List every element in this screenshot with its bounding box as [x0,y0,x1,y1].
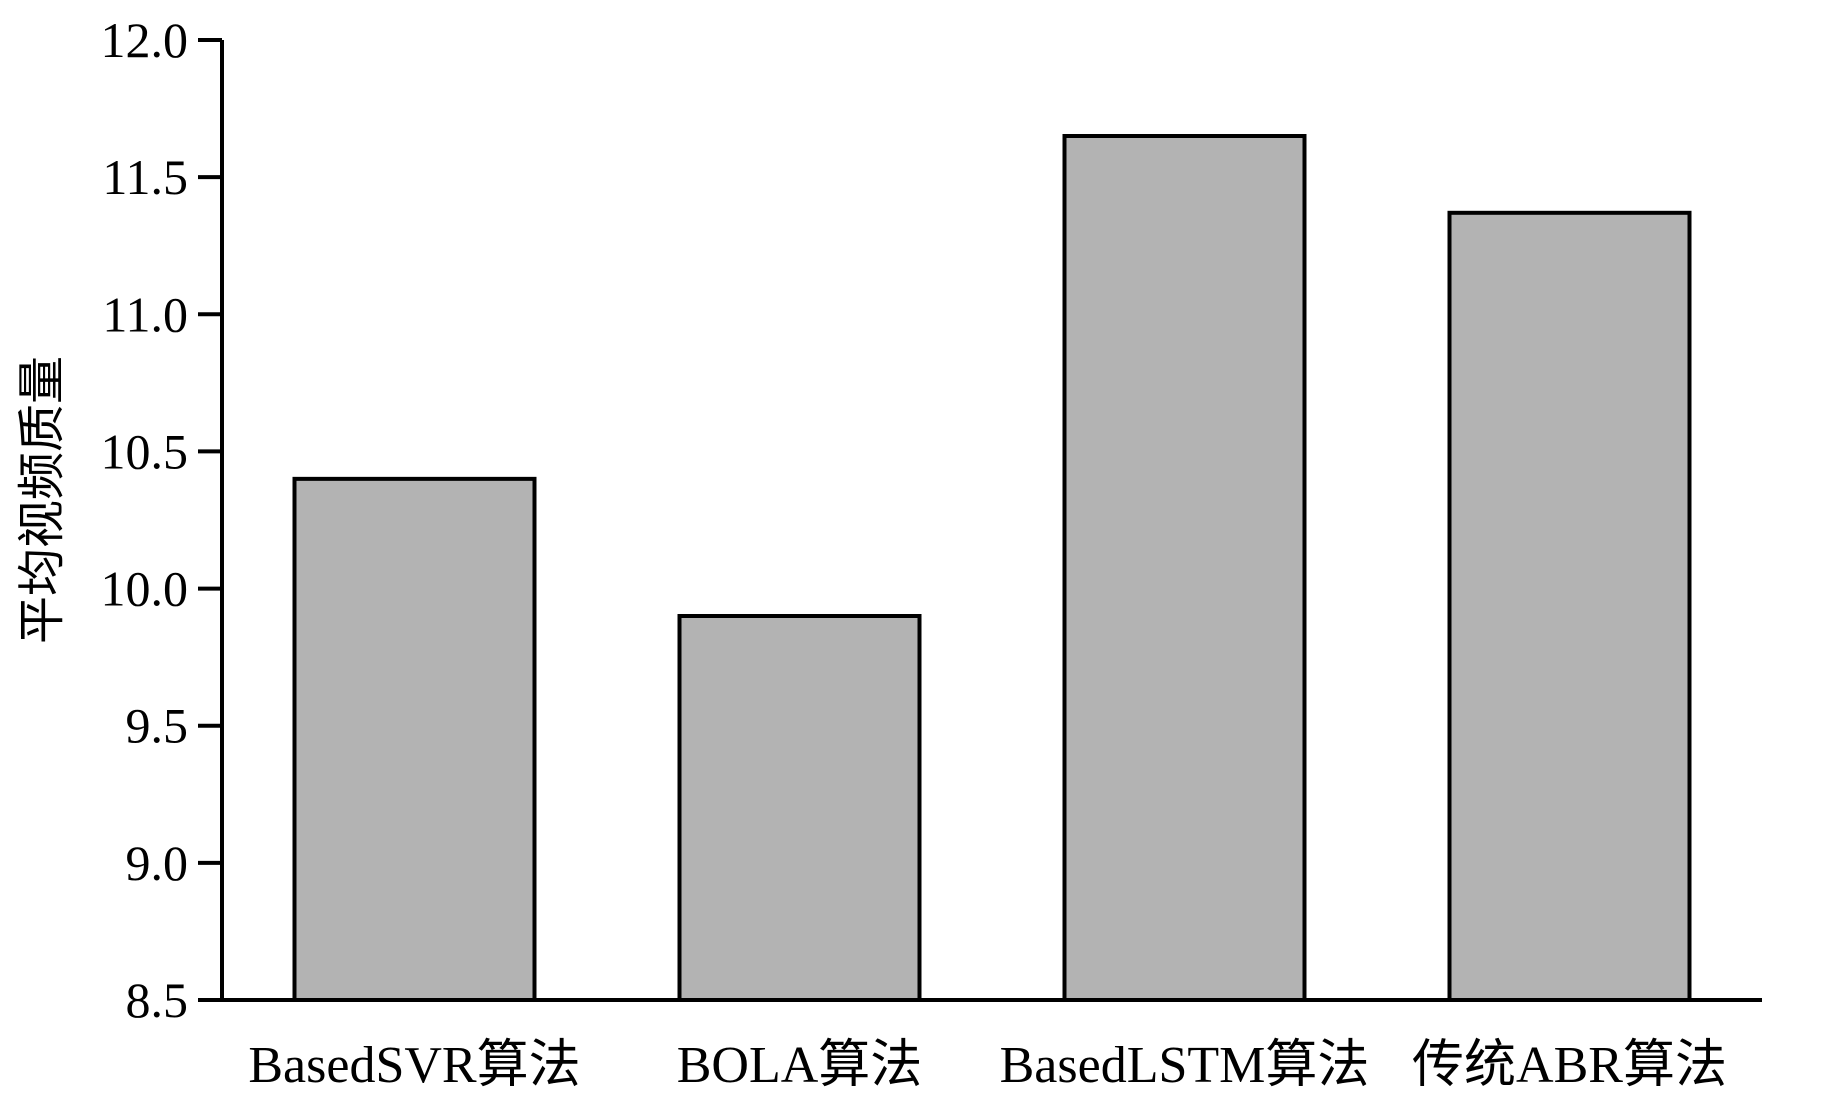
y-tick-label: 10.5 [101,423,189,479]
y-tick-label: 8.5 [126,972,189,1028]
bar [292,476,537,1003]
y-ticks: 8.5 9.0 9.5 10.0 10.5 11.0 11.5 12.0 [101,12,222,1028]
x-category-label: BasedSVR算法 [248,1037,580,1094]
y-axis-title: 平均视频质量 [16,356,69,644]
bar [1062,134,1307,1002]
y-tick-label: 11.0 [102,286,188,342]
y-tick-label: 11.5 [102,149,188,205]
y-tick-label: 12.0 [101,12,189,68]
x-category-label: BOLA算法 [677,1037,923,1094]
x-category-label: BasedLSTM算法 [1000,1037,1370,1094]
y-tick-label: 9.5 [126,698,189,754]
bar [677,614,922,1002]
x-category-label: 传统ABR算法 [1412,1037,1727,1094]
y-tick-label: 10.0 [101,561,189,617]
axes [220,40,1762,1002]
bars [292,134,1692,1003]
y-tick-label: 9.0 [126,835,189,891]
bar [1447,210,1692,1003]
x-category-labels: BasedSVR算法 BOLA算法 BasedLSTM算法 传统ABR算法 [248,1037,1727,1094]
